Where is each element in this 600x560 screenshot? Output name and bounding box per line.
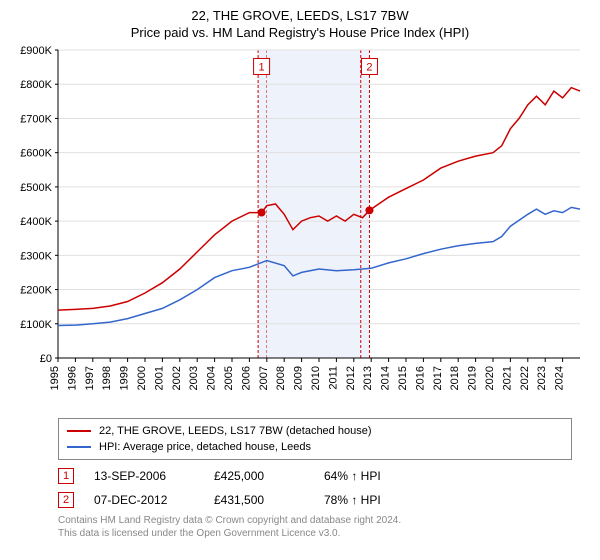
svg-text:£600K: £600K bbox=[20, 148, 52, 160]
svg-text:2022: 2022 bbox=[519, 366, 531, 390]
svg-text:2: 2 bbox=[366, 61, 372, 73]
svg-text:1997: 1997 bbox=[84, 366, 96, 390]
legend-swatch-hpi bbox=[67, 446, 91, 448]
sale-marker-1: 1 bbox=[58, 468, 74, 484]
legend-item-property: 22, THE GROVE, LEEDS, LS17 7BW (detached… bbox=[67, 423, 563, 439]
sale-vs-hpi-2: 78% ↑ HPI bbox=[324, 493, 381, 507]
svg-text:£100K: £100K bbox=[20, 319, 52, 331]
svg-text:2003: 2003 bbox=[188, 366, 200, 390]
legend-box: 22, THE GROVE, LEEDS, LS17 7BW (detached… bbox=[58, 418, 572, 460]
svg-text:2005: 2005 bbox=[223, 366, 235, 390]
chart-container: 22, THE GROVE, LEEDS, LS17 7BW Price pai… bbox=[0, 0, 600, 560]
svg-text:2009: 2009 bbox=[293, 366, 305, 390]
sale-date-2: 07-DEC-2012 bbox=[94, 493, 194, 507]
svg-text:2020: 2020 bbox=[484, 366, 496, 390]
chart-title: 22, THE GROVE, LEEDS, LS17 7BW bbox=[10, 8, 590, 23]
svg-text:2000: 2000 bbox=[136, 366, 148, 390]
svg-text:2002: 2002 bbox=[171, 366, 183, 390]
svg-text:2017: 2017 bbox=[432, 366, 444, 390]
sale-price-1: £425,000 bbox=[214, 469, 304, 483]
svg-text:2018: 2018 bbox=[449, 366, 461, 390]
sale-marker-2: 2 bbox=[58, 492, 74, 508]
footer-line-1: Contains HM Land Registry data © Crown c… bbox=[58, 515, 401, 526]
sale-row-2: 2 07-DEC-2012 £431,500 78% ↑ HPI bbox=[58, 490, 572, 510]
sale-date-1: 13-SEP-2006 bbox=[94, 469, 194, 483]
svg-text:£500K: £500K bbox=[20, 182, 52, 194]
legend-label-property: 22, THE GROVE, LEEDS, LS17 7BW (detached… bbox=[99, 425, 372, 437]
svg-text:2014: 2014 bbox=[380, 366, 392, 390]
svg-text:2001: 2001 bbox=[153, 366, 165, 390]
svg-text:2010: 2010 bbox=[310, 366, 322, 390]
svg-text:£300K: £300K bbox=[20, 250, 52, 262]
svg-text:2024: 2024 bbox=[554, 366, 566, 390]
svg-text:2021: 2021 bbox=[501, 366, 513, 390]
svg-text:2008: 2008 bbox=[275, 366, 287, 390]
footer-text: Contains HM Land Registry data © Crown c… bbox=[58, 514, 572, 540]
svg-text:2016: 2016 bbox=[414, 366, 426, 390]
chart-svg: £0 £100K £200K £300K £400K £500K £600K £700K £80… bbox=[10, 46, 590, 414]
svg-text:2007: 2007 bbox=[258, 366, 270, 390]
svg-text:2011: 2011 bbox=[327, 366, 339, 390]
svg-text:1998: 1998 bbox=[101, 366, 113, 390]
chart-subtitle: Price paid vs. HM Land Registry's House … bbox=[10, 25, 590, 40]
legend-swatch-property bbox=[67, 430, 91, 432]
svg-text:£700K: £700K bbox=[20, 113, 52, 125]
svg-text:1999: 1999 bbox=[119, 366, 131, 390]
sale-vs-hpi-1: 64% ↑ HPI bbox=[324, 469, 381, 483]
svg-text:£0: £0 bbox=[40, 353, 52, 365]
sale-row-1: 1 13-SEP-2006 £425,000 64% ↑ HPI bbox=[58, 466, 572, 486]
svg-text:1: 1 bbox=[259, 61, 265, 73]
chart-plot-area: £0 £100K £200K £300K £400K £500K £600K £700K £80… bbox=[10, 46, 590, 414]
svg-text:2015: 2015 bbox=[397, 366, 409, 390]
legend-label-hpi: HPI: Average price, detached house, Leed… bbox=[99, 441, 311, 453]
svg-text:2004: 2004 bbox=[206, 366, 218, 390]
svg-text:2023: 2023 bbox=[536, 366, 548, 390]
svg-text:2006: 2006 bbox=[240, 366, 252, 390]
legend-item-hpi: HPI: Average price, detached house, Leed… bbox=[67, 439, 563, 455]
svg-text:2013: 2013 bbox=[362, 366, 374, 390]
svg-text:£200K: £200K bbox=[20, 285, 52, 297]
footer-line-2: This data is licensed under the Open Gov… bbox=[58, 528, 340, 539]
svg-text:1996: 1996 bbox=[66, 366, 78, 390]
svg-text:£900K: £900K bbox=[20, 46, 52, 57]
svg-text:£800K: £800K bbox=[20, 79, 52, 91]
svg-text:£400K: £400K bbox=[20, 216, 52, 228]
svg-text:2012: 2012 bbox=[345, 366, 357, 390]
svg-text:1995: 1995 bbox=[49, 366, 61, 390]
sale-price-2: £431,500 bbox=[214, 493, 304, 507]
svg-text:2019: 2019 bbox=[467, 366, 479, 390]
